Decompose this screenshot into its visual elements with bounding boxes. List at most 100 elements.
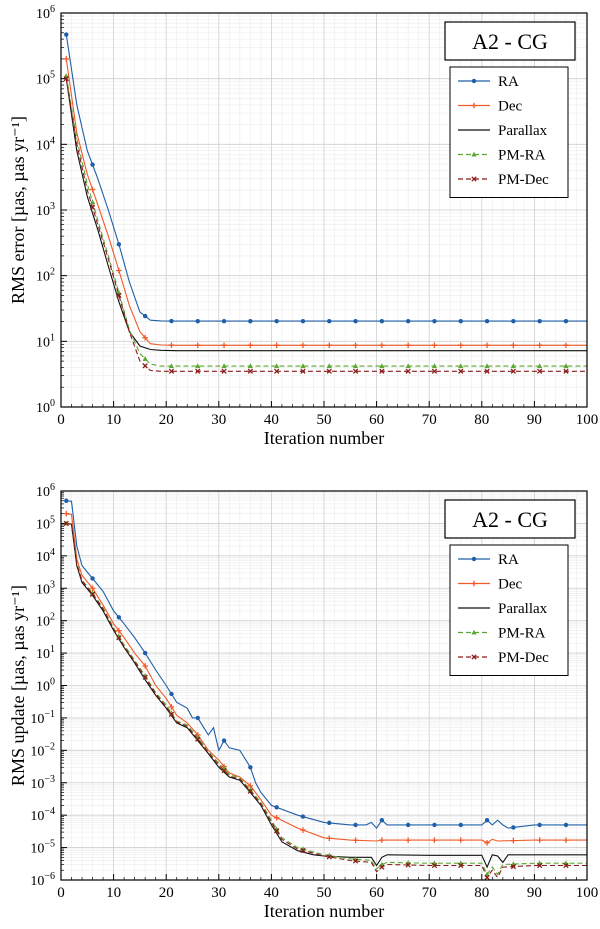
data-point-dec [457, 837, 464, 843]
legend-marker-pm-dec [471, 176, 477, 182]
plot-frame [60, 12, 588, 408]
data-point-pm-dec [431, 368, 438, 374]
y-tick-exponent: 1 [50, 332, 55, 343]
y-tick-base: 10 [30, 777, 44, 792]
y-tick-exponent: 4 [50, 547, 55, 558]
series-line-pm-ra [65, 75, 587, 367]
data-point-ra [142, 313, 148, 319]
y-tick-exponent: −5 [44, 839, 55, 850]
data-point-pm-dec [458, 368, 464, 374]
data-point-pm-dec [195, 368, 201, 374]
data-point-pm-dec [89, 591, 96, 597]
y-tick-base: 10 [36, 680, 50, 695]
data-point-pm-ra [168, 363, 175, 369]
data-point-ra [353, 822, 358, 828]
y-tick-exponent: 6 [50, 4, 55, 15]
data-point-dec [536, 342, 543, 349]
data-point-pm-ra [221, 363, 227, 369]
data-point-pm-ra [352, 363, 359, 369]
y-tick-exponent: −2 [44, 741, 55, 752]
data-point-dec [168, 342, 175, 348]
legend-marker-dec [471, 580, 477, 587]
data-point-dec [142, 663, 148, 669]
y-tick-base: 10 [36, 138, 50, 153]
y-tick-exponent: 1 [50, 644, 55, 655]
legend-marker-ra [471, 556, 477, 562]
data-point-ra [221, 318, 227, 324]
data-point-ra [484, 318, 490, 324]
data-point-pm-dec [63, 520, 69, 527]
y-tick-label: 10−6 [30, 871, 55, 889]
data-point-dec [273, 342, 280, 349]
data-point-pm-dec [326, 854, 332, 860]
data-point-dec [142, 334, 148, 341]
data-point-dec [300, 342, 306, 349]
y-tick-label: 106 [36, 482, 55, 500]
y-tick-base: 10 [36, 204, 50, 219]
data-point-pm-ra [142, 356, 148, 361]
data-point-dec [63, 56, 70, 62]
data-point-ra [432, 822, 437, 828]
y-tick-base: 10 [30, 874, 44, 889]
data-point-ra [537, 318, 542, 324]
y-tick-exponent: 2 [50, 267, 55, 278]
y-tick-base: 10 [36, 270, 50, 285]
x-tick-label: 70 [422, 412, 437, 428]
data-point-ra [432, 318, 437, 324]
x-tick-label: 100 [576, 885, 599, 901]
data-point-ra [64, 498, 69, 503]
x-tick-label: 80 [474, 412, 489, 428]
y-tick-label: 103 [36, 579, 55, 597]
series-group [63, 32, 587, 374]
x-tick-label: 20 [159, 412, 174, 428]
data-point-dec [563, 837, 569, 843]
legend-label-ra: RA [498, 552, 519, 568]
x-tick-label: 0 [57, 885, 65, 901]
data-point-pm-dec [116, 292, 122, 299]
data-point-dec [116, 267, 122, 274]
data-point-ra [221, 738, 227, 743]
data-point-pm-dec [142, 363, 148, 369]
data-point-ra [169, 691, 174, 697]
data-point-ra [169, 318, 174, 324]
data-point-pm-dec [274, 368, 280, 374]
data-point-ra [379, 318, 385, 324]
series-line-parallax [66, 522, 587, 869]
data-point-pm-dec [484, 874, 490, 880]
chart-title-box [444, 499, 576, 539]
legend-label-pm-ra: PM-RA [498, 148, 546, 164]
data-point-dec [563, 342, 569, 349]
legend-marker-dec [471, 102, 477, 109]
x-tick-label: 50 [317, 885, 332, 901]
data-point-pm-dec [274, 828, 280, 834]
data-point-pm-dec [247, 788, 254, 794]
data-point-pm-dec [352, 368, 359, 374]
data-point-dec [431, 837, 438, 843]
x-tick-label: 100 [576, 412, 599, 428]
data-point-pm-ra [89, 199, 96, 205]
data-point-pm-ra [405, 363, 411, 369]
data-point-ra [327, 318, 332, 324]
data-point-ra [116, 242, 122, 247]
legend-label-dec: Dec [498, 577, 522, 593]
data-point-ra [511, 318, 516, 324]
y-tick-base: 10 [36, 615, 50, 630]
y-tick-label: 101 [36, 332, 55, 350]
data-point-pm-dec [63, 76, 69, 82]
data-point-dec [536, 837, 543, 843]
data-point-pm-dec [142, 674, 148, 680]
data-point-dec [273, 814, 280, 821]
data-point-dec [326, 835, 333, 842]
data-point-pm-ra [379, 363, 385, 369]
x-tick-label: 30 [211, 885, 226, 901]
data-point-dec [63, 510, 70, 517]
x-tick-label: 90 [527, 412, 542, 428]
data-point-pm-dec [379, 368, 385, 374]
data-point-dec [405, 342, 411, 349]
data-point-pm-dec [168, 368, 175, 374]
data-point-ra [90, 162, 95, 167]
legend-label-parallax: Parallax [498, 123, 548, 139]
data-point-dec [247, 342, 254, 349]
data-point-pm-dec [563, 862, 569, 869]
